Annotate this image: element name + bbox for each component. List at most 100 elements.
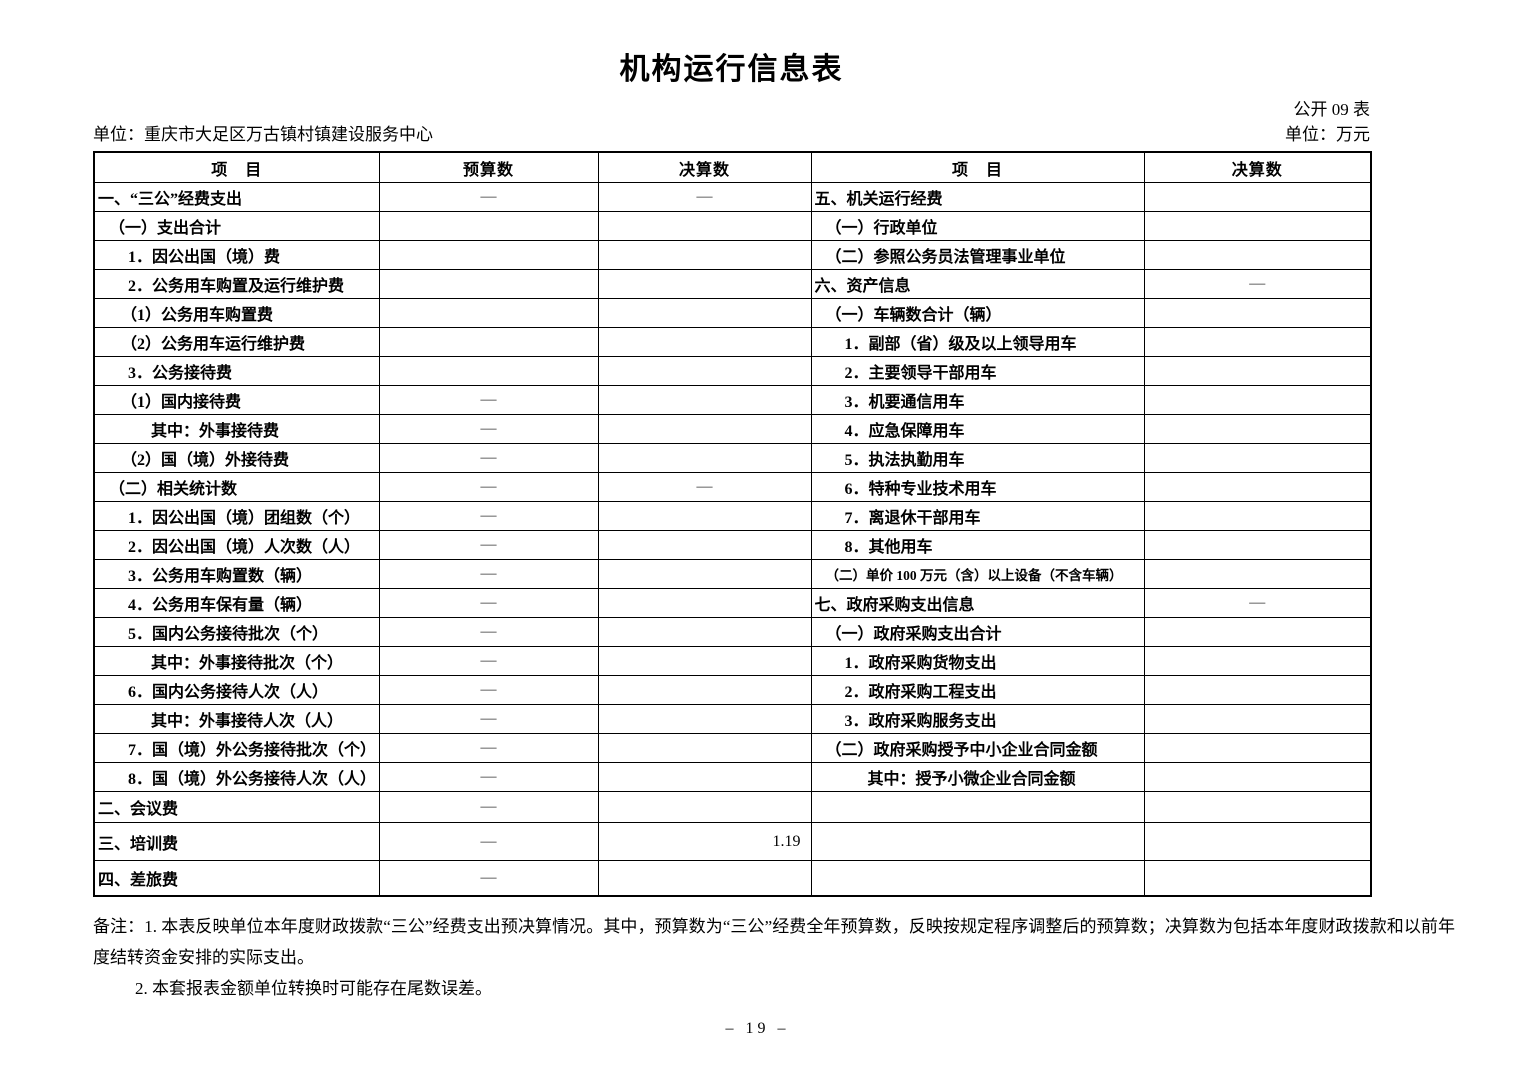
- budget-value: —: [378, 762, 599, 792]
- item-label-left: 3．公务用车购置数（辆）: [93, 559, 380, 589]
- final-value-right: [1143, 443, 1372, 473]
- item-label-right: 6．特种专业技术用车: [810, 472, 1145, 502]
- budget-value: [378, 298, 599, 328]
- final-value-left: [597, 617, 812, 647]
- final-value-right: [1143, 822, 1372, 861]
- item-label-right: 五、机关运行经费: [810, 182, 1145, 212]
- table-row: （1）国内接待费 — 3．机要通信用车: [93, 385, 1372, 415]
- final-value-left: [597, 211, 812, 241]
- final-value-right: —: [1143, 269, 1372, 299]
- budget-value: [378, 240, 599, 270]
- budget-value: —: [378, 501, 599, 531]
- final-value-left: [597, 559, 812, 589]
- final-value-left: [597, 675, 812, 705]
- col-header-item-right: 项 目: [810, 151, 1145, 183]
- final-value-left: [597, 646, 812, 676]
- final-value-left: [597, 733, 812, 763]
- final-value-right: [1143, 762, 1372, 792]
- final-value-right: —: [1143, 588, 1372, 618]
- item-label-left: 5．国内公务接待批次（个）: [93, 617, 380, 647]
- budget-value: —: [378, 443, 599, 473]
- final-value-left: [597, 327, 812, 357]
- final-value-right: [1143, 860, 1372, 897]
- table-row: 7．国（境）外公务接待批次（个） — （二）政府采购授予中小企业合同金额: [93, 733, 1372, 763]
- operation-info-table: 项 目 预算数 决算数 项 目 决算数 一、“三公”经费支出 — — 五、机关运行经费…: [93, 151, 1372, 897]
- final-value-right: [1143, 182, 1372, 212]
- table-row: 1．因公出国（境）费 （二）参照公务员法管理事业单位: [93, 240, 1372, 270]
- table-row: 2．公务用车购置及运行维护费 六、资产信息 —: [93, 269, 1372, 299]
- item-label-left: 7．国（境）外公务接待批次（个）: [93, 733, 380, 763]
- item-label-right: （二）政府采购授予中小企业合同金额: [810, 733, 1145, 763]
- item-label-right: 六、资产信息: [810, 269, 1145, 299]
- item-label-right: （二）参照公务员法管理事业单位: [810, 240, 1145, 270]
- item-label-left: 其中：外事接待人次（人）: [93, 704, 380, 734]
- table-row: （1）公务用车购置费 （一）车辆数合计（辆）: [93, 298, 1372, 328]
- final-value-right: [1143, 472, 1372, 502]
- item-label-left: 4．公务用车保有量（辆）: [93, 588, 380, 618]
- item-label-right: 2．主要领导干部用车: [810, 356, 1145, 386]
- note-line-2: 2. 本套报表金额单位转换时可能存在尾数误差。: [135, 979, 492, 998]
- table-row: （2）公务用车运行维护费 1．副部（省）级及以上领导用车: [93, 327, 1372, 357]
- budget-value: —: [378, 646, 599, 676]
- item-label-left: （2）公务用车运行维护费: [93, 327, 380, 357]
- budget-value: [378, 211, 599, 241]
- note-line-1: 备注：1. 本表反映单位本年度财政拨款“三公”经费支出预决算情况。其中，预算数为…: [93, 917, 1455, 967]
- final-value-left: [597, 414, 812, 444]
- budget-value: —: [378, 860, 599, 897]
- table-row: 8．国（境）外公务接待人次（人） — 其中：授予小微企业合同金额: [93, 762, 1372, 792]
- table-row: 其中：外事接待人次（人） — 3．政府采购服务支出: [93, 704, 1372, 734]
- table-row: 1．因公出国（境）团组数（个） — 7．离退休干部用车: [93, 501, 1372, 531]
- final-value-left: [597, 443, 812, 473]
- final-value-left: [597, 240, 812, 270]
- table-row: 6．国内公务接待人次（人） — 2．政府采购工程支出: [93, 675, 1372, 705]
- item-label-right: [810, 822, 1145, 861]
- item-label-left: 3．公务接待费: [93, 356, 380, 386]
- item-label-left: 1．因公出国（境）团组数（个）: [93, 501, 380, 531]
- col-header-final-left: 决算数: [597, 151, 812, 183]
- final-value-right: [1143, 617, 1372, 647]
- table-row: 4．公务用车保有量（辆） — 七、政府采购支出信息 —: [93, 588, 1372, 618]
- meta-line: 单位：重庆市大足区万古镇村镇建设服务中心 单位：万元: [93, 122, 1370, 148]
- item-label-left: （一）支出合计: [93, 211, 380, 241]
- budget-value: —: [378, 588, 599, 618]
- budget-value: —: [378, 617, 599, 647]
- item-label-right: （一）车辆数合计（辆）: [810, 298, 1145, 328]
- budget-value: [378, 327, 599, 357]
- final-value-right: [1143, 530, 1372, 560]
- budget-value: [378, 269, 599, 299]
- budget-value: —: [378, 530, 599, 560]
- table-row: （二）相关统计数 — —6．特种专业技术用车: [93, 472, 1372, 502]
- final-value-left: [597, 501, 812, 531]
- final-value-right: [1143, 646, 1372, 676]
- item-label-left: （二）相关统计数: [93, 472, 380, 502]
- final-value-right: [1143, 240, 1372, 270]
- header-row: 项 目 预算数 决算数 项 目 决算数: [93, 151, 1372, 183]
- table-code: 公开 09 表: [1293, 100, 1371, 119]
- item-label-left: 二、会议费: [93, 791, 380, 823]
- col-header-item-left: 项 目: [93, 151, 380, 183]
- item-label-left: （1）公务用车购置费: [93, 298, 380, 328]
- col-header-budget: 预算数: [378, 151, 599, 183]
- final-value-left: [597, 860, 812, 897]
- final-value-left: [597, 791, 812, 823]
- final-value-left: [597, 356, 812, 386]
- final-value-right: [1143, 356, 1372, 386]
- item-label-right: 其中：授予小微企业合同金额: [810, 762, 1145, 792]
- table-row: 其中：外事接待批次（个） — 1．政府采购货物支出: [93, 646, 1372, 676]
- table-row: 2．因公出国（境）人次数（人） — 8．其他用车: [93, 530, 1372, 560]
- item-label-right: 2．政府采购工程支出: [810, 675, 1145, 705]
- final-value-right: [1143, 298, 1372, 328]
- item-label-right: （一）政府采购支出合计: [810, 617, 1145, 647]
- table-row: 3．公务接待费 2．主要领导干部用车: [93, 356, 1372, 386]
- page-number: – 19 –: [725, 1020, 790, 1037]
- final-value-right: [1143, 675, 1372, 705]
- budget-value: —: [378, 675, 599, 705]
- budget-value: —: [378, 414, 599, 444]
- final-value-right: [1143, 559, 1372, 589]
- item-label-right: 5．执法执勤用车: [810, 443, 1145, 473]
- final-value-left: [597, 704, 812, 734]
- item-label-left: （2）国（境）外接待费: [93, 443, 380, 473]
- final-value-left: —: [597, 182, 812, 212]
- item-label-right: （一）行政单位: [810, 211, 1145, 241]
- item-label-right: 1．副部（省）级及以上领导用车: [810, 327, 1145, 357]
